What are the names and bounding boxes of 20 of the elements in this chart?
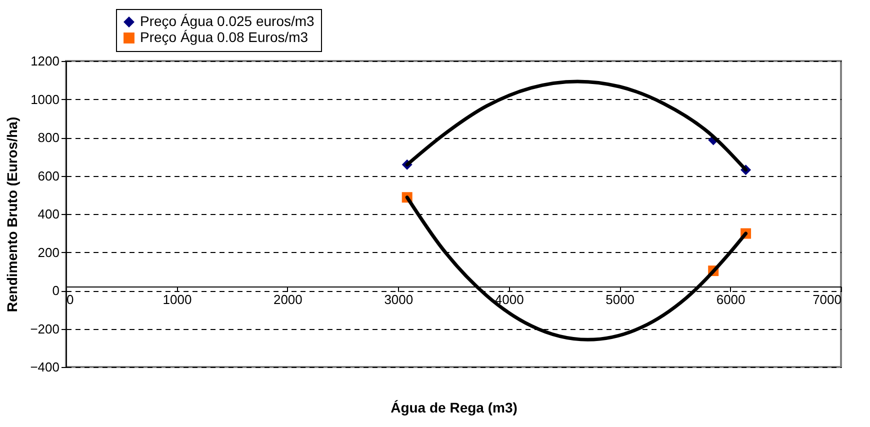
- y-tick-label: −200: [30, 321, 60, 336]
- y-tick-label: 1000: [30, 92, 60, 107]
- x-tick-label: 3000: [384, 292, 414, 307]
- y-tick-label: 800: [38, 130, 60, 145]
- x-tick-label: 5000: [606, 292, 635, 307]
- x-tick-label: 2000: [273, 292, 302, 307]
- y-tick-label: 400: [38, 206, 60, 222]
- y-tick-label: 1200: [30, 54, 60, 68]
- x-tick-label: 4000: [494, 292, 524, 307]
- x-tick-label: 1000: [162, 292, 192, 307]
- x-tick-label: 7000: [812, 292, 842, 307]
- y-axis-title: Rendimento Bruto (Euros/ha): [4, 116, 20, 312]
- legend-label: Preço Água 0.08 Euros/m3: [140, 29, 308, 45]
- x-tick-label: 6000: [716, 292, 746, 307]
- legend-label: Preço Água 0.025 euros/m3: [140, 13, 315, 29]
- x-axis-title: Água de Rega (m3): [390, 400, 518, 416]
- y-tick-label: 200: [38, 244, 60, 260]
- x-tick-label: 0: [66, 292, 74, 307]
- y-tick-label: −400: [30, 360, 60, 374]
- y-tick-label: 600: [38, 168, 60, 184]
